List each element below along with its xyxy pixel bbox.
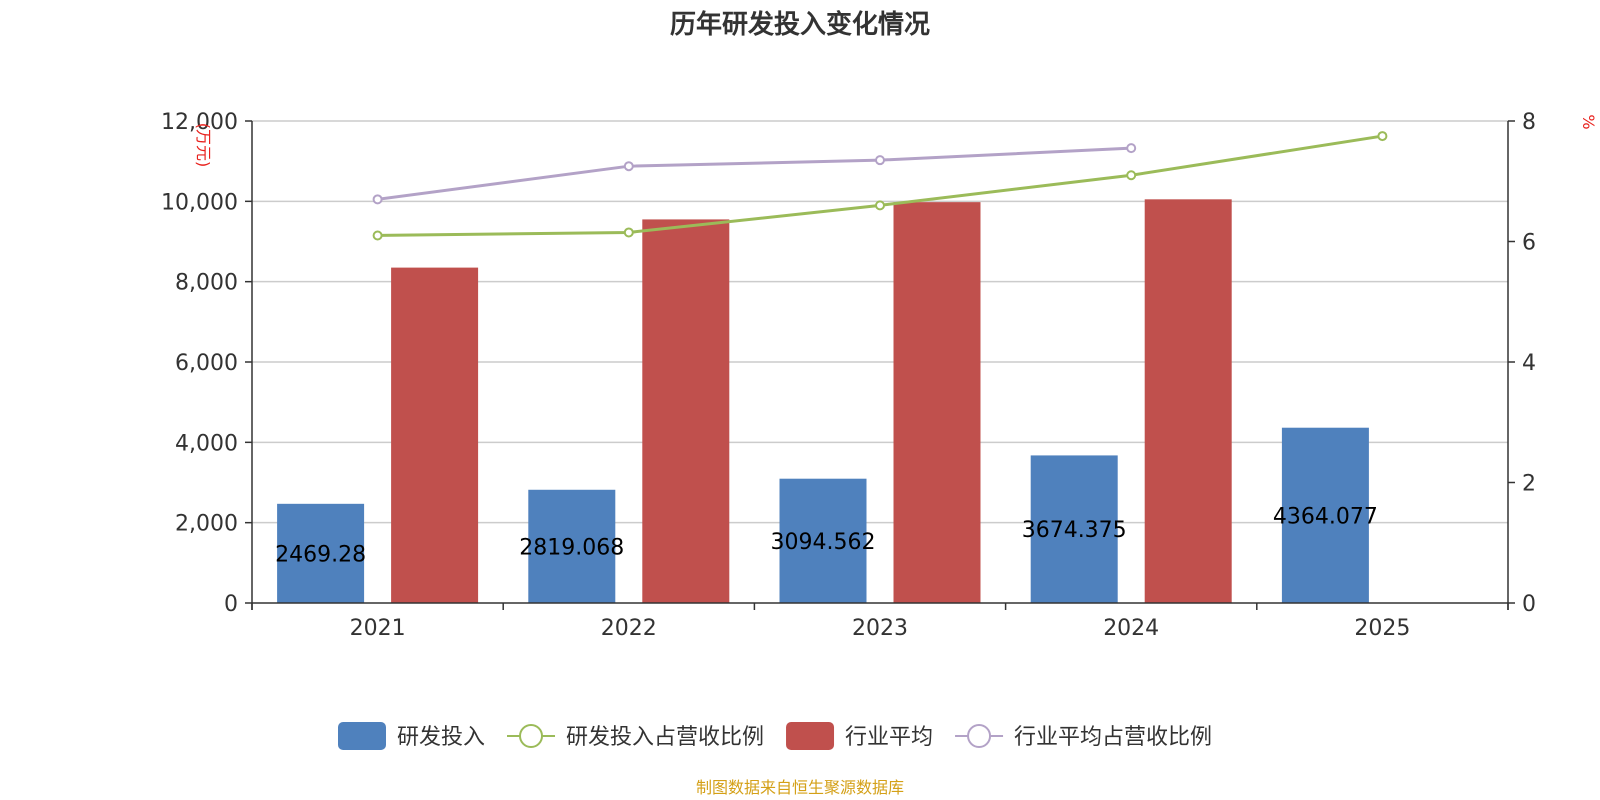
bar-rd [528, 489, 616, 603]
bar-industry [391, 267, 479, 603]
line-point [623, 227, 634, 238]
x-axis-tick-label: 2023 [852, 616, 908, 641]
legend-swatch-marker [967, 724, 992, 748]
line-point [875, 200, 885, 211]
left-axis-tick-label: 8,000 [175, 271, 238, 296]
line-point [1126, 170, 1137, 181]
legend: 研发投入 研发投入占营收比例 行业平均 行业平均占营收比例 [338, 722, 1212, 750]
right-axis-tick-label: 6 [1522, 231, 1536, 256]
legend-label: 行业平均占营收比例 [1014, 725, 1212, 750]
legend-swatch-marker [519, 724, 544, 748]
legend-swatch-bar [338, 722, 386, 750]
line-industry-ratio [377, 146, 1132, 201]
right-axis-tick-label: 8 [1522, 110, 1536, 135]
line-point [623, 161, 634, 172]
right-axis-unit: % [1579, 114, 1598, 129]
x-axis-tick-label: 2024 [1103, 616, 1159, 641]
x-axis-tick-label: 2025 [1354, 616, 1410, 641]
line-point [875, 155, 885, 166]
chart-title: 历年研发投入变化情况 [670, 9, 930, 40]
line-point [372, 230, 383, 241]
source-note: 制图数据来自恒生聚源数据库 [696, 778, 904, 797]
lines [372, 131, 1388, 241]
bar-labels: 2469.28 2819.068 3094.562 3674.375 4364.077 [275, 504, 1378, 567]
legend-label: 研发投入 [397, 725, 485, 750]
bar-industry [1144, 199, 1232, 603]
left-axis-tick-label: 10,000 [161, 190, 238, 215]
legend-swatch-bar [786, 722, 835, 750]
bar-value-label: 2819.068 [519, 535, 624, 560]
line-point [1377, 131, 1388, 142]
line-point [1126, 143, 1137, 154]
bars [277, 199, 1369, 604]
left-axis-tick-label: 0 [224, 592, 238, 617]
x-axis-tick-label: 2022 [601, 616, 657, 641]
bar-rd [277, 503, 365, 603]
bar-value-label: 3094.562 [771, 530, 876, 555]
axes: 0 2,000 4,000 6,000 8,000 10,000 12,000 0 2 4 6 8 20… [161, 110, 1536, 641]
bar-value-label: 3674.375 [1022, 518, 1127, 543]
bar-rd [1281, 427, 1369, 603]
x-axis-tick-label: 2021 [350, 616, 406, 641]
bar-rd [1030, 455, 1118, 603]
bar-industry [893, 202, 981, 604]
line-point [372, 194, 383, 205]
bar-industry [642, 219, 730, 604]
right-axis-tick-label: 2 [1522, 472, 1536, 497]
bar-value-label: 4364.077 [1273, 504, 1378, 529]
left-axis-tick-label: 4,000 [175, 431, 238, 456]
left-axis-tick-label: 2,000 [175, 512, 238, 537]
legend-label: 研发投入占营收比例 [566, 725, 764, 750]
right-axis-tick-label: 4 [1522, 351, 1536, 376]
bar-value-label: 2469.28 [275, 542, 366, 567]
left-axis-unit: (万元) [194, 123, 213, 168]
legend-label: 行业平均 [845, 725, 933, 750]
left-axis-tick-label: 12,000 [161, 110, 238, 135]
bar-rd [779, 478, 867, 603]
right-axis-tick-label: 0 [1522, 592, 1536, 617]
left-axis-tick-label: 6,000 [175, 351, 238, 376]
